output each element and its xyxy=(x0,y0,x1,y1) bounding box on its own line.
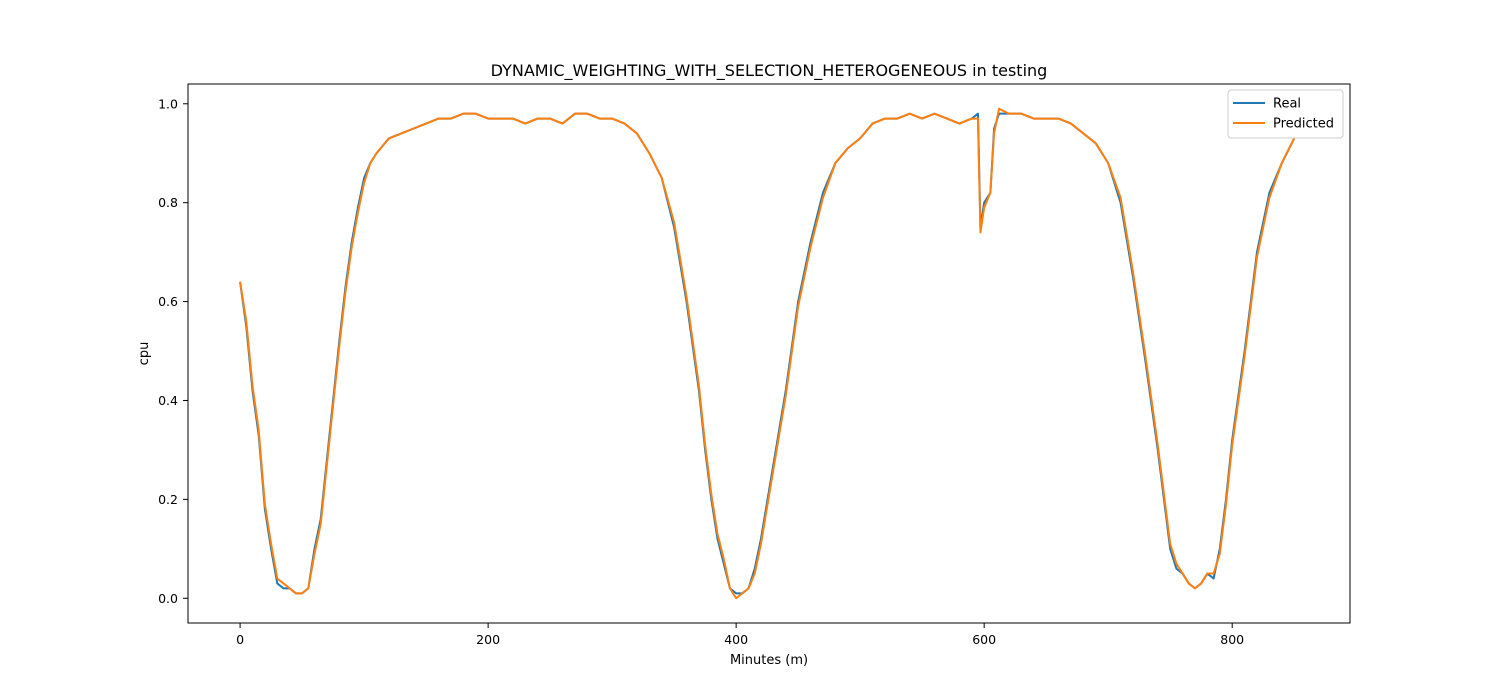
legend-label-real: Real xyxy=(1273,97,1301,112)
y-axis-label: cpu xyxy=(137,342,152,366)
x-axis: 0 200 400 600 800 xyxy=(236,623,1244,647)
series-line-predicted xyxy=(239,107,1296,600)
chart-title: DYNAMIC_WEIGHTING_WITH_SELECTION_HETEROG… xyxy=(491,61,1048,81)
y-tick-label: 1.0 xyxy=(158,96,178,111)
y-tick-label: 0.0 xyxy=(158,591,178,606)
x-tick-label: 200 xyxy=(476,632,500,647)
y-tick-label: 0.6 xyxy=(158,294,178,309)
x-tick-label: 600 xyxy=(972,632,996,647)
y-tick-label: 0.4 xyxy=(158,393,178,408)
x-tick-label: 800 xyxy=(1220,632,1244,647)
y-tick-label: 0.2 xyxy=(158,492,178,507)
legend-label-predicted: Predicted xyxy=(1273,117,1334,132)
legend: Real Predicted xyxy=(1227,89,1344,139)
x-tick-label: 400 xyxy=(724,632,748,647)
plot-area xyxy=(239,107,1296,600)
y-axis: 0.0 0.2 0.4 0.6 0.8 1.0 xyxy=(158,96,188,606)
x-axis-label: Minutes (m) xyxy=(730,653,808,668)
x-tick-label: 0 xyxy=(236,632,244,647)
plot-frame xyxy=(187,83,1351,624)
series-line-real xyxy=(239,112,1296,595)
y-tick-label: 0.8 xyxy=(158,195,178,210)
